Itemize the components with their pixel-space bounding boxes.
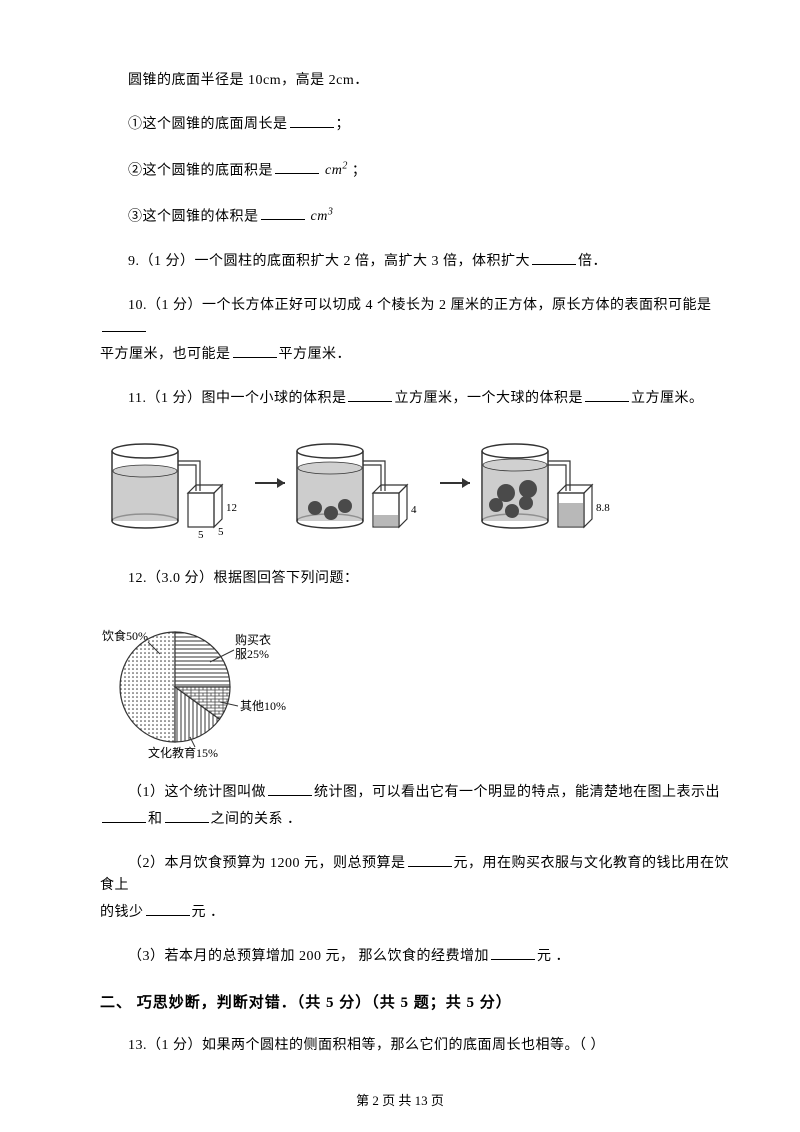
q12-sub1-line1: （1）这个统计图叫做 统计图，可以看出它有一个明显的特点，能清楚地在图上表示出 (100, 782, 730, 804)
unit-cm3: cm3 (311, 209, 334, 224)
q8-sub2: ②这个圆锥的底面积是 cm2 ； (100, 159, 730, 183)
txt: （1）这个统计图叫做 (128, 785, 266, 800)
cube1-h-label: 12 (226, 502, 237, 514)
txt: 统计图，可以看出它有一个明显的特点，能清楚地在图上表示出 (314, 785, 720, 800)
svg-text:4: 4 (411, 504, 417, 516)
svg-text:5: 5 (218, 526, 224, 538)
q10-line2-a: 平方厘米，也可能是 (100, 347, 231, 362)
q8-intro: 圆锥的底面半径是 10cm，高是 2cm． (100, 70, 730, 92)
q10-line2: 平方厘米，也可能是 平方厘米． (100, 344, 730, 366)
svg-text:服25%: 服25% (235, 647, 269, 661)
pie-label-other: 其他10% (240, 699, 286, 713)
q8-sub2-text: ②这个圆锥的底面积是 (128, 163, 273, 178)
pie-label-edu: 文化教育15% (148, 745, 218, 760)
svg-text:8.8: 8.8 (596, 502, 610, 514)
q8-sub1: ①这个圆锥的底面周长是 ； (100, 114, 730, 136)
blank (268, 782, 312, 796)
q8-sub1-tail: ； (336, 117, 351, 132)
q10-line1-a: 10.（1 分）一个长方体正好可以切成 4 个棱长为 2 厘米的正方体，原长方体… (128, 298, 712, 313)
unit-cm2: cm2 (325, 163, 348, 178)
q12-sub3: （3）若本月的总预算增加 200 元， 那么饮食的经费增加 元 ． (100, 946, 730, 968)
q11: 11.（1 分）图中一个小球的体积是 立方厘米，一个大球的体积是 立方厘米。 (100, 388, 730, 410)
q12-sub2-line1: （2）本月饮食预算为 1200 元，则总预算是元，用在购买衣服与文化教育的钱比用… (100, 853, 730, 898)
q11-b: 立方厘米，一个大球的体积是 (394, 391, 583, 406)
sup: 3 (328, 207, 334, 218)
pie-svg: 饮食50% 购买衣 服25% 其他10% 文化教育15% (100, 612, 320, 762)
blank (532, 251, 576, 265)
blank (261, 206, 305, 220)
txt: 元 ． (192, 905, 225, 920)
txt: （2）本月饮食预算为 1200 元，则总预算是 (128, 856, 406, 871)
blank (408, 853, 452, 867)
txt: 和 (148, 812, 163, 827)
blank (290, 114, 334, 128)
q12-sub1-line2: 和 之间的关系 ． (100, 809, 730, 831)
q10-line1: 10.（1 分）一个长方体正好可以切成 4 个棱长为 2 厘米的正方体，原长方体… (100, 295, 730, 340)
blank (165, 809, 209, 823)
q9: 9.（1 分）一个圆柱的底面积扩大 2 倍，高扩大 3 倍，体积扩大 倍． (100, 251, 730, 273)
q12-intro: 12.（3.0 分）根据图回答下列问题： (100, 568, 730, 590)
section-2-heading: 二、 巧思妙断，判断对错．（共 5 分）（共 5 题；共 5 分） (100, 991, 730, 1015)
unit: cm (311, 209, 328, 224)
unit: cm (325, 163, 342, 178)
page-content: 圆锥的底面半径是 10cm，高是 2cm． ①这个圆锥的底面周长是 ； ②这个圆锥… (0, 0, 800, 1089)
q11-c: 立方厘米。 (631, 391, 704, 406)
q8-sub1-text: ①这个圆锥的底面周长是 (128, 117, 288, 132)
blank (491, 946, 535, 960)
q11-figure: 12 5 5 (100, 433, 730, 543)
q13: 13.（1 分）如果两个圆柱的侧面积相等，那么它们的底面周长也相等。（ ） (100, 1035, 730, 1057)
q8-sub3: ③这个圆锥的体积是 cm3 (100, 205, 730, 229)
page-footer: 第 2 页 共 13 页 (0, 1091, 800, 1112)
txt: （3）若本月的总预算增加 200 元， 那么饮食的经费增加 (128, 949, 489, 964)
txt: 之间的关系 ． (211, 812, 302, 827)
q11-a: 11.（1 分）图中一个小球的体积是 (128, 391, 346, 406)
beaker-diagram: 12 5 5 (100, 433, 660, 543)
txt: 的钱少 (100, 905, 144, 920)
blank (102, 318, 146, 332)
svg-text:5: 5 (198, 529, 204, 541)
q10-line2-b: 平方厘米． (279, 347, 352, 362)
q12-piechart: 饮食50% 购买衣 服25% 其他10% 文化教育15% (100, 612, 730, 762)
blank (348, 388, 392, 402)
q12-sub2-line2: 的钱少 元 ． (100, 902, 730, 924)
q8-sub3-text: ③这个圆锥的体积是 (128, 209, 259, 224)
blank (146, 902, 190, 916)
txt: 元 ． (537, 949, 570, 964)
q9-suffix: 倍． (578, 254, 607, 269)
blank (275, 160, 319, 174)
blank (102, 809, 146, 823)
blank (233, 344, 277, 358)
pie-label-clothes: 购买衣 (235, 632, 271, 647)
blank (585, 388, 629, 402)
q9-prefix: 9.（1 分）一个圆柱的底面积扩大 2 倍，高扩大 3 倍，体积扩大 (128, 254, 530, 269)
pie-label-food: 饮食50% (102, 628, 148, 643)
tail: ； (348, 163, 367, 178)
